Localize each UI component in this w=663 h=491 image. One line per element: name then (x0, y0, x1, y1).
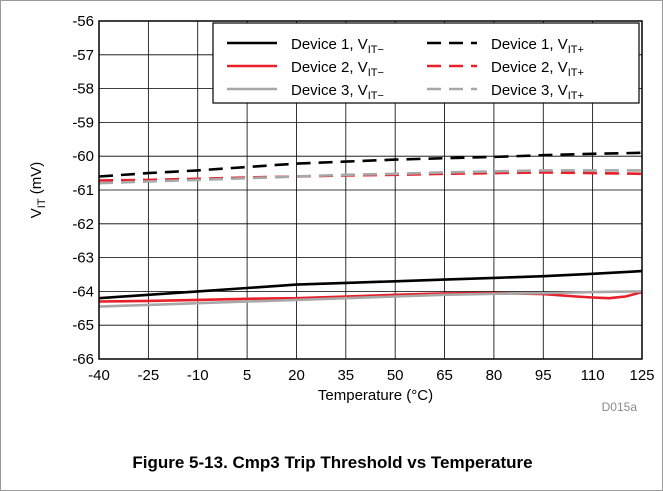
y-tick-label: -58 (72, 81, 94, 98)
x-tick-label: 20 (288, 367, 305, 384)
y-tick-label: -66 (72, 351, 94, 368)
x-tick-label: 110 (581, 367, 605, 384)
x-tick-label: 5 (243, 367, 251, 384)
x-tick-label: -25 (138, 367, 160, 384)
series-line-1 (98, 269, 643, 300)
legend-box (212, 22, 640, 104)
x-tick-label: 80 (486, 367, 503, 384)
x-tick-label: 95 (535, 367, 552, 384)
series-lines (98, 151, 643, 308)
x-tick-label: -10 (187, 367, 209, 384)
series-line-3 (98, 290, 643, 303)
legend-entry: Device 1, VIT+ (491, 36, 584, 56)
watermark-code: D015a (602, 400, 638, 414)
y-tick-label: -57 (72, 47, 94, 64)
legend-entry: Device 2, VIT+ (491, 59, 584, 79)
legend-entry: Device 3, VIT+ (491, 82, 584, 102)
y-axis-label: VIT (mV) (28, 162, 48, 218)
series-line-5 (98, 290, 643, 308)
legend: Device 1, VIT− Device 1, VIT+ Device 2, VI… (212, 22, 640, 104)
y-tick-label: -64 (72, 283, 94, 300)
y-tick-label: -60 (72, 148, 94, 165)
x-tick-label: 125 (629, 367, 654, 384)
figure-caption: Figure 5-13. Cmp3 Trip Threshold vs Temp… (132, 453, 533, 472)
y-tick-label: -56 (72, 13, 94, 30)
y-tick-label: -65 (72, 317, 94, 334)
x-tick-label: 50 (387, 367, 404, 384)
legend-entry: Device 1, VIT− (291, 36, 384, 56)
y-tick-label: -59 (72, 114, 94, 131)
series-line-6 (98, 169, 642, 185)
y-tick-label: -62 (72, 216, 94, 233)
chart: -40 -25 -10 5 20 35 50 65 80 95 110 125 -56 -57 -58 -59… (28, 13, 655, 414)
y-tick-label: -63 (72, 250, 94, 267)
y-tick-label: -61 (72, 182, 94, 199)
axis-labels: Temperature (°C) VIT (mV) D015a (28, 162, 637, 414)
legend-entry: Device 2, VIT− (291, 59, 384, 79)
plot-border (98, 20, 643, 360)
x-tick-label: 65 (436, 367, 453, 384)
x-tick-label: 35 (337, 367, 354, 384)
tick-labels: -40 -25 -10 5 20 35 50 65 80 95 110 125 -56 -57 -58 -59… (72, 13, 654, 384)
legend-entry: Device 3, VIT− (291, 82, 384, 102)
series-line-2 (98, 151, 643, 178)
x-tick-label: -40 (88, 367, 110, 384)
x-axis-label: Temperature (°C) (318, 387, 433, 404)
